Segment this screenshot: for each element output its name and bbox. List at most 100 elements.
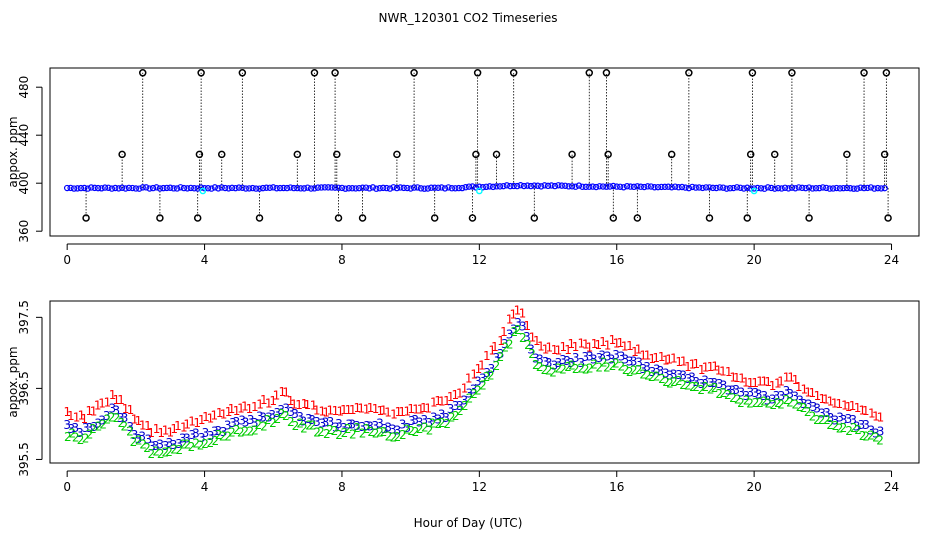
series-1-point: 1 <box>424 401 432 415</box>
outlier-point <box>492 150 501 159</box>
series-2-point: 2 <box>497 350 505 364</box>
series-3-point: 3 <box>545 356 553 370</box>
baseline-point <box>517 182 524 189</box>
series-2-point: 2 <box>147 447 155 461</box>
series-1-point: 1 <box>795 380 803 394</box>
series-1-point: 1 <box>430 396 438 410</box>
series-2-point: 2 <box>734 392 742 406</box>
series-3-point: 3 <box>345 417 353 431</box>
baseline-point <box>180 184 188 192</box>
series-1-point: 1 <box>166 425 174 439</box>
series-3-point: 3 <box>207 429 215 443</box>
baseline-point <box>263 184 270 191</box>
baseline-point <box>874 184 881 192</box>
series-2-point: 2 <box>363 422 371 436</box>
baseline-point <box>379 184 387 192</box>
series-3-point: 3 <box>818 406 826 420</box>
series-3-point: 3 <box>135 432 143 446</box>
series-1-point: 1 <box>372 402 380 416</box>
series-1-point: 1 <box>621 339 629 353</box>
outlier-point <box>430 214 439 222</box>
series-3-point: 3 <box>389 422 397 436</box>
outlier-point <box>393 150 401 159</box>
baseline-point <box>331 184 339 191</box>
series-3-point: 3 <box>813 401 821 415</box>
series-3-point: 3 <box>586 350 594 364</box>
series-3-point: 3 <box>764 393 772 407</box>
series-3-point: 3 <box>743 389 751 403</box>
baseline-point <box>685 184 693 192</box>
series-1-point: 1 <box>345 403 353 417</box>
series-3-point: 3 <box>732 383 740 397</box>
series-3-point: 3 <box>527 343 535 357</box>
series-1-point: 1 <box>551 343 559 357</box>
series-3-point: 3 <box>447 402 455 416</box>
series-1-point: 1 <box>443 394 451 408</box>
series-2-point: 2 <box>68 427 76 441</box>
series-1-point: 1 <box>147 426 155 440</box>
baseline-point <box>761 185 768 192</box>
baseline-point <box>283 184 291 192</box>
series-1-point: 1 <box>451 388 459 402</box>
series-1-point: 1 <box>376 404 384 418</box>
series-1-point: 1 <box>877 411 885 425</box>
series-2-point: 2 <box>850 421 858 435</box>
outlier-point <box>860 69 868 77</box>
series-3-point: 3 <box>662 366 670 380</box>
baseline-point <box>321 184 328 191</box>
series-3-point: 3 <box>519 320 527 334</box>
series-3-point: 3 <box>470 383 478 397</box>
baseline-point <box>366 185 373 192</box>
baseline-point <box>682 184 689 191</box>
outlier-point <box>667 150 676 159</box>
baseline-point <box>328 184 335 191</box>
series-3-point: 3 <box>156 437 164 451</box>
series-1-point: 1 <box>774 377 782 391</box>
series-2-point: 2 <box>82 431 90 445</box>
baseline-point <box>833 184 840 192</box>
series-3-point: 3 <box>220 425 228 439</box>
series-2-point: 2 <box>416 422 424 436</box>
series-1-point: 1 <box>228 402 236 416</box>
series-3-point: 3 <box>456 399 464 413</box>
baseline-point <box>431 184 438 191</box>
baseline-point <box>836 185 844 192</box>
series-2-point: 2 <box>247 425 255 439</box>
baseline-point <box>307 185 315 192</box>
outlier-point <box>468 214 477 222</box>
series-3-point: 3 <box>282 402 290 416</box>
series-3-point: 3 <box>692 375 700 389</box>
baseline-point <box>551 182 559 190</box>
outlier-point <box>138 69 147 77</box>
series-2-point: 2 <box>872 430 880 444</box>
baseline-point <box>575 182 583 189</box>
series-1-point: 1 <box>412 402 420 416</box>
series-3-point: 3 <box>711 376 719 390</box>
baseline-point <box>417 185 425 192</box>
series-3-point: 3 <box>296 410 304 424</box>
series-2-point: 2 <box>399 428 407 442</box>
series-1-point: 1 <box>872 410 880 424</box>
baseline-point <box>579 183 586 190</box>
series-3-point: 3 <box>649 365 657 379</box>
series-1-point: 1 <box>533 334 541 348</box>
series-3-point: 3 <box>112 403 120 417</box>
series-2-point: 2 <box>826 418 834 432</box>
series-3-point: 3 <box>840 413 848 427</box>
series-2-point: 2 <box>590 358 598 372</box>
baseline-point <box>242 185 249 192</box>
baseline-point <box>531 182 538 189</box>
baseline-point <box>737 184 744 191</box>
series-1-point: 1 <box>256 398 264 412</box>
series-2-point: 2 <box>501 341 509 355</box>
baseline-point <box>658 183 665 191</box>
series-1-point: 1 <box>188 415 196 429</box>
series-2-point: 2 <box>572 362 580 376</box>
baseline-point <box>716 184 723 191</box>
outlier-point <box>743 214 752 222</box>
series-1-point: 1 <box>417 403 425 417</box>
series-1-point: 1 <box>809 386 817 400</box>
baseline-point <box>177 184 184 191</box>
series-3-point: 3 <box>145 433 153 447</box>
series-1-point: 1 <box>586 340 594 354</box>
